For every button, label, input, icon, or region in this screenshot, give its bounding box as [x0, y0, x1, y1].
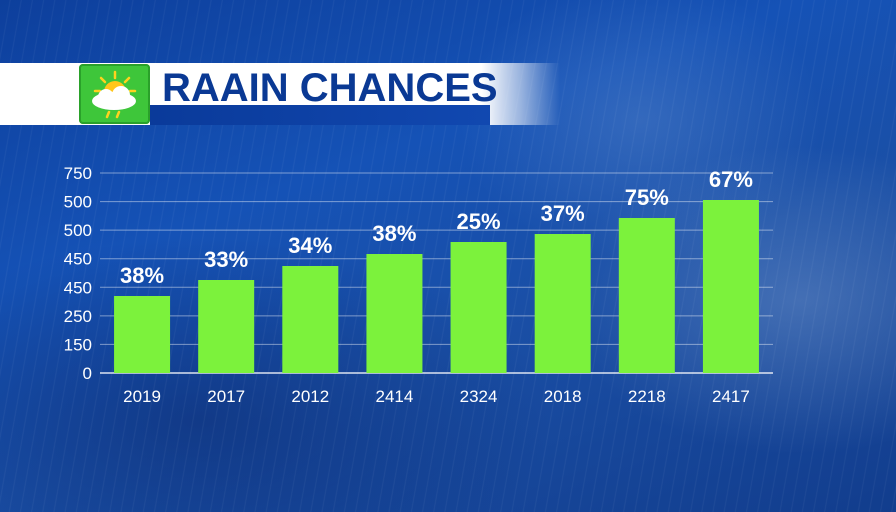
- bar-2019: [114, 296, 171, 373]
- y-axis-tick-labels: 0 150 250 450 450 500 500 750: [64, 164, 92, 383]
- x-category-label: 2012: [291, 387, 329, 406]
- banner-stripe: [150, 105, 490, 125]
- x-category-label: 2017: [207, 387, 245, 406]
- x-category-label: 2414: [376, 387, 414, 406]
- y-tick-label: 150: [64, 335, 92, 354]
- x-category-label: 2019: [123, 387, 161, 406]
- y-tick-label: 500: [64, 221, 92, 240]
- y-tick-label: 450: [64, 278, 92, 297]
- data-label: 38%: [372, 221, 416, 246]
- weather-logo: [79, 64, 150, 124]
- bar-2017: [198, 280, 255, 373]
- data-label: 33%: [204, 247, 248, 272]
- x-axis-category-labels: 2019 2017 2012 2414 2324 2018 2218 2417: [123, 387, 750, 406]
- x-category-label: 2018: [544, 387, 582, 406]
- x-category-label: 2324: [460, 387, 498, 406]
- bar-2018: [534, 234, 591, 373]
- x-category-label: 2417: [712, 387, 750, 406]
- data-label: 25%: [457, 209, 501, 234]
- y-tick-label: 250: [64, 307, 92, 326]
- bar-2417: [702, 200, 759, 373]
- y-tick-label: 500: [64, 193, 92, 212]
- y-tick-label: 450: [64, 250, 92, 269]
- data-label: 37%: [541, 201, 585, 226]
- data-labels: 38% 33% 34% 38% 25% 37% 75% 67%: [120, 167, 753, 288]
- bar-2414: [366, 254, 423, 373]
- sun-cloud-icon: [92, 70, 137, 119]
- data-label: 34%: [288, 233, 332, 258]
- bar-2218: [618, 218, 675, 373]
- bar-2324: [450, 242, 507, 373]
- bars: [114, 200, 759, 373]
- y-tick-label: 750: [64, 164, 92, 183]
- data-label: 75%: [625, 185, 669, 210]
- y-tick-label: 0: [83, 364, 92, 383]
- data-label: 67%: [709, 167, 753, 192]
- bar-2012: [282, 266, 339, 373]
- data-label: 38%: [120, 263, 164, 288]
- x-category-label: 2218: [628, 387, 666, 406]
- page-title: RAAIN CHANCES: [162, 66, 498, 110]
